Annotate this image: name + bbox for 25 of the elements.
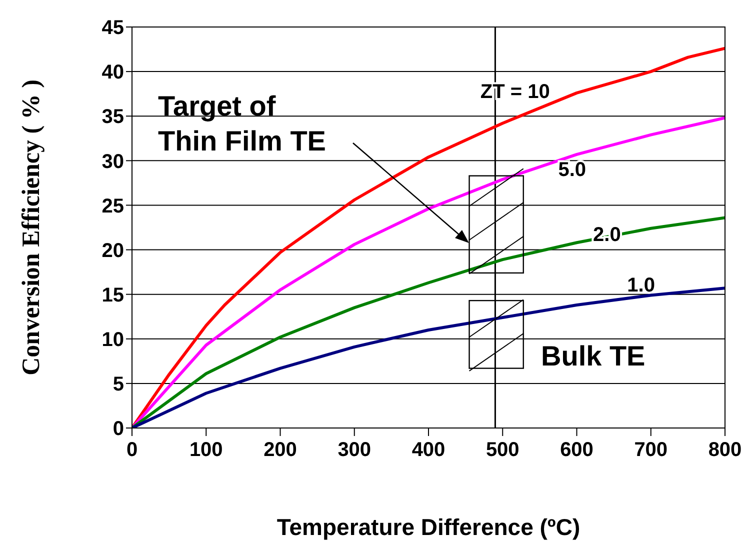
y-tick-label: 5 [112,374,124,396]
x-tick-label: 400 [412,439,446,462]
y-axis-title: Conversion Efficiency ( % ) [18,80,45,376]
annotation: Target of [158,90,276,122]
x-tick-label: 600 [560,439,594,462]
x-tick-label: 700 [634,439,668,462]
x-axis-title: Temperature Difference (ºC) [276,514,580,540]
x-tick-label: 800 [708,439,742,462]
y-tick-label: 45 [102,17,124,40]
y-tick-label: 20 [102,240,124,262]
y-tick-label: 15 [102,284,124,306]
y-tick-label: 10 [102,328,124,351]
y-tick-label: 40 [102,62,124,84]
y-tick-label: 0 [112,418,124,440]
x-tick-label: 200 [264,439,297,462]
annotation: Thin Film TE [158,125,326,156]
y-tick-label: 25 [102,195,124,218]
y-tick-label: 35 [102,106,124,128]
series-label: 1.0 [627,274,655,297]
series-label: 5.0 [558,158,586,181]
x-tick-label: 300 [338,439,372,462]
x-tick-label: 100 [189,439,223,462]
x-tick-label: 500 [486,439,520,462]
y-tick-label: 30 [102,150,124,173]
annotation: Bulk TE [541,340,646,372]
